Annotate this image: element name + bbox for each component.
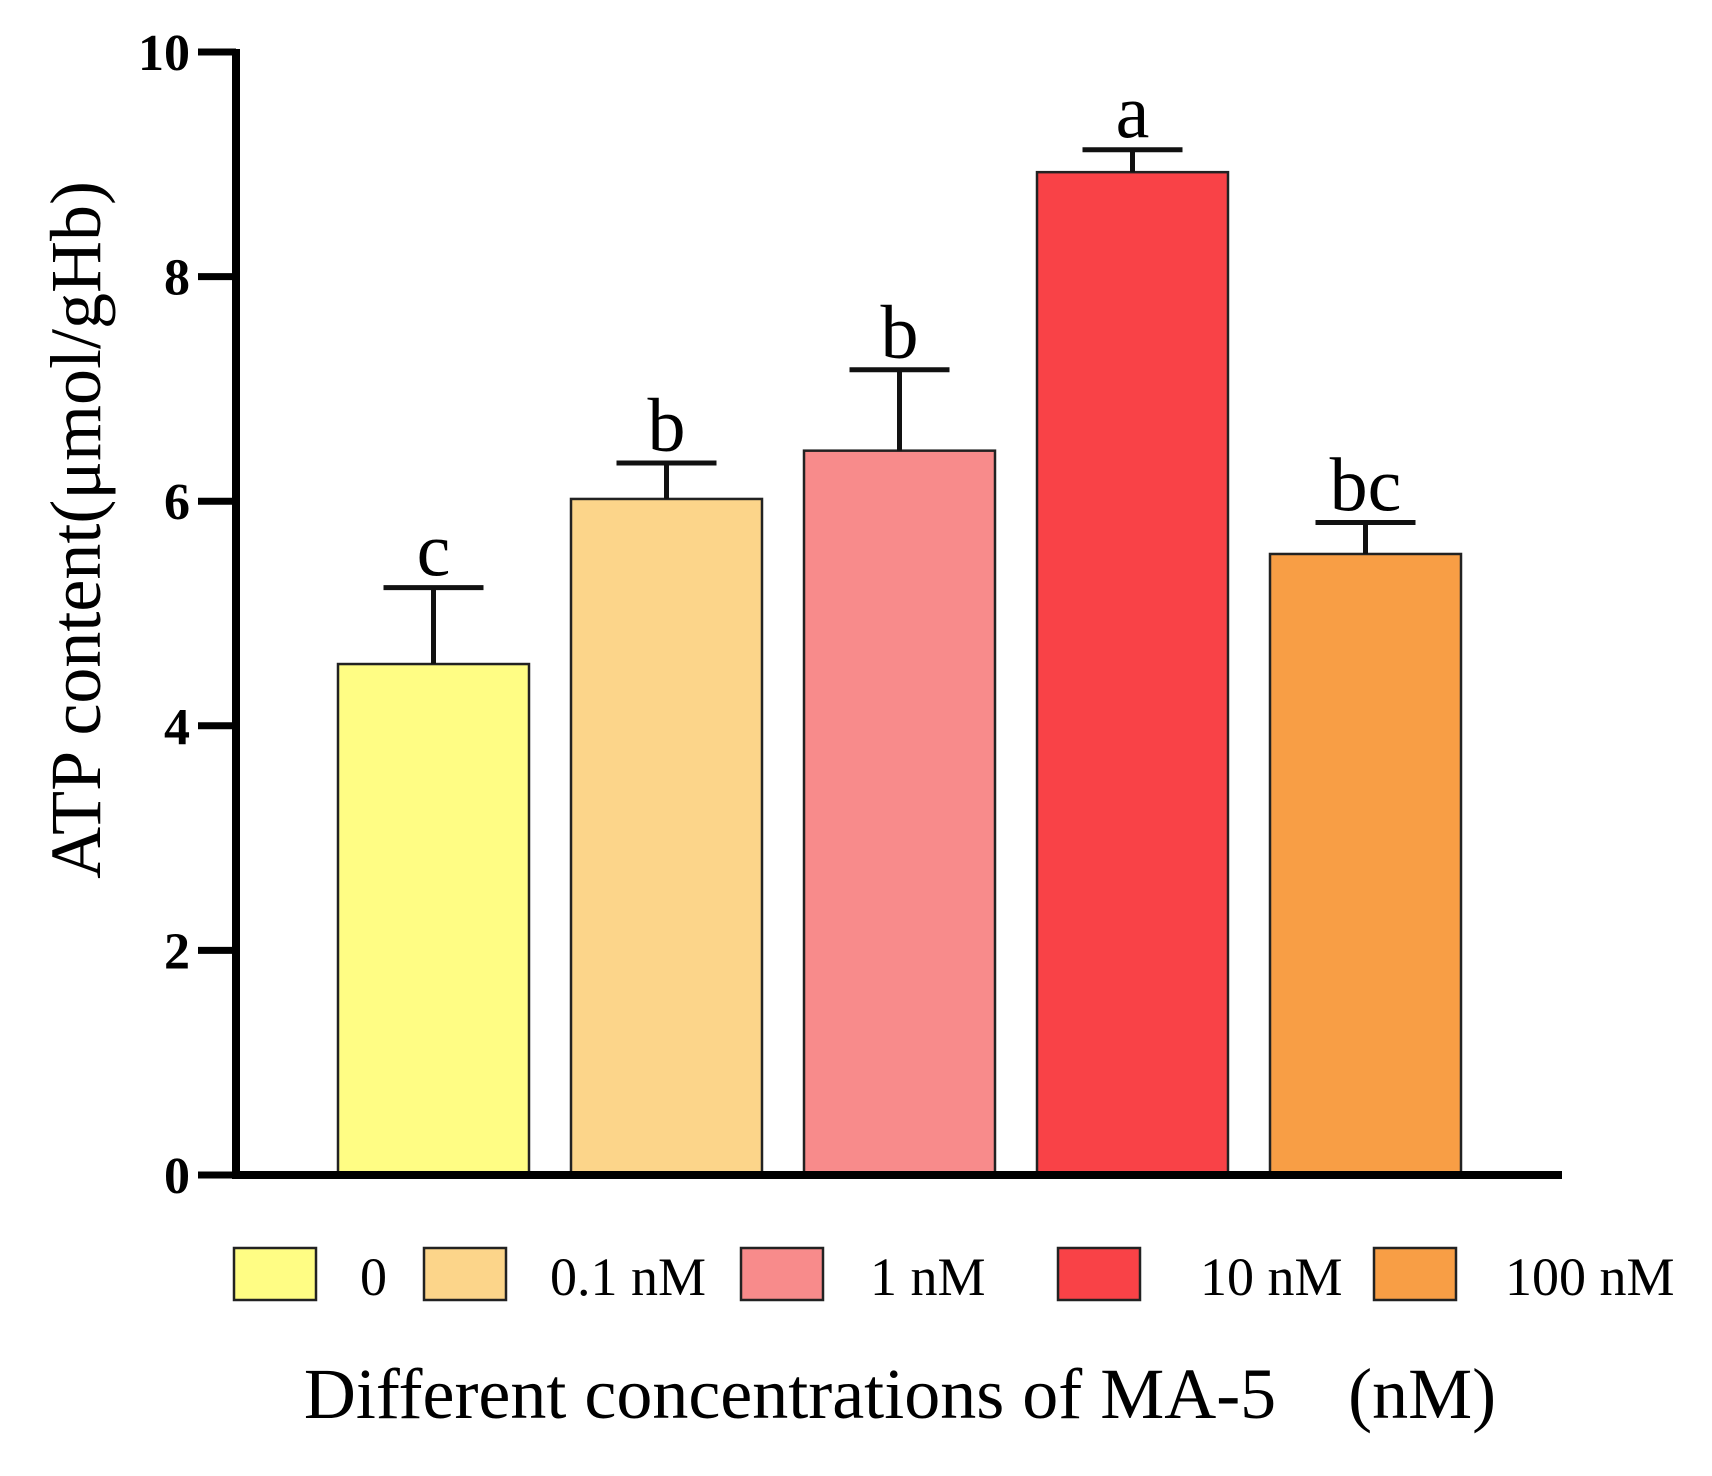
y-tick-label-5: 10 (138, 25, 190, 82)
y-tick-label-3: 6 (164, 474, 190, 531)
legend-swatch-2 (739, 1246, 825, 1302)
legend-label-0: 0 (360, 1247, 387, 1307)
error-bars-layer (383, 147, 1416, 665)
x-axis-title: Different concentrations of MA-5 (nM) (304, 1354, 1496, 1434)
bar-3 (1035, 170, 1230, 1177)
significance-label-0: c (417, 509, 451, 593)
bar-2 (802, 449, 997, 1177)
legend-swatch-3 (1056, 1246, 1142, 1302)
axes-layer (232, 49, 1562, 1179)
y-tick-label-4: 8 (164, 250, 190, 307)
significance-label-2: b (881, 291, 919, 375)
legend-label-1: 0.1 nM (550, 1247, 706, 1307)
bar-0 (336, 662, 531, 1177)
legend-label-2: 1 nM (870, 1247, 986, 1307)
y-ticks-layer: 0 2 4 6 8 10 (138, 25, 236, 1205)
significance-labels-layer: c b b a bc (417, 71, 1402, 593)
bar-4 (1268, 552, 1463, 1177)
y-tick-label-0: 0 (164, 1148, 190, 1205)
significance-label-1: b (648, 384, 686, 468)
legend-swatch-4 (1372, 1246, 1458, 1302)
bar-1 (569, 497, 764, 1177)
significance-label-4: bc (1330, 444, 1402, 528)
significance-label-3: a (1116, 71, 1150, 155)
y-axis-title: ATP content(μmol/gHb) (36, 181, 116, 879)
y-tick-label-2: 4 (164, 699, 190, 756)
y-tick-label-1: 2 (164, 923, 190, 980)
legend-label-4: 100 nM (1505, 1247, 1675, 1307)
legend-swatch-1 (422, 1246, 508, 1302)
legend-swatch-0 (232, 1246, 318, 1302)
legend-label-3: 10 nM (1200, 1247, 1343, 1307)
legend: 0 0.1 nM 1 nM 10 nM 100 nM (232, 1246, 1675, 1307)
